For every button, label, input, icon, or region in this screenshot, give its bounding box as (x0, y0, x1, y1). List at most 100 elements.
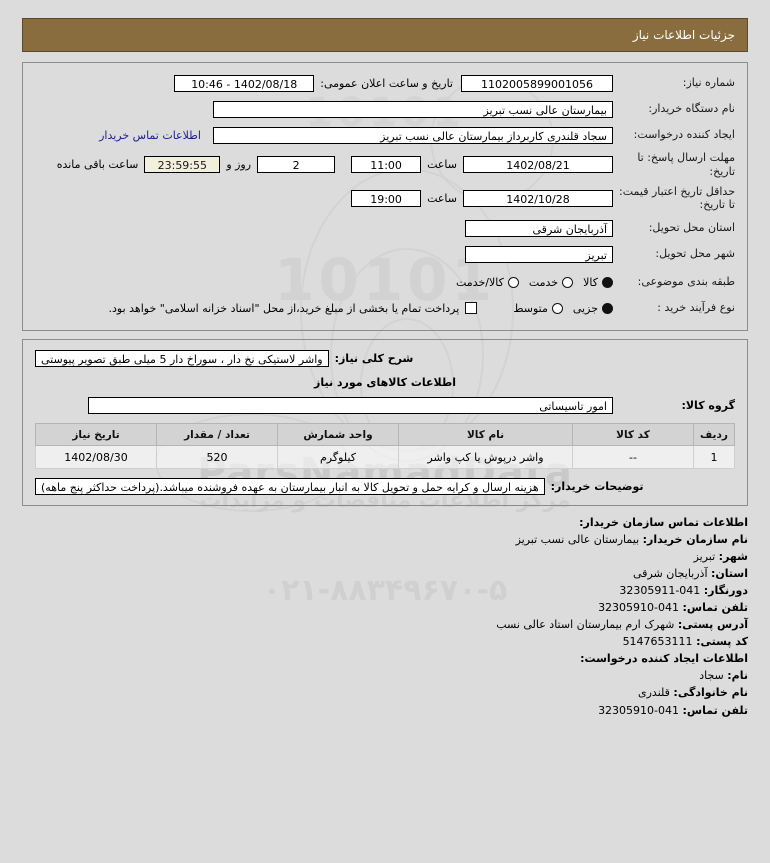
buyer-note-label: توضیحات خریدار: (550, 480, 644, 493)
col-unit: واحد شمارش (277, 423, 399, 446)
row-creator: ایجاد کننده درخواست: سجاد قلندری کاربردا… (35, 125, 735, 145)
radio-icon[interactable] (602, 276, 613, 288)
process-label: نوع فرآیند خرید : (657, 301, 735, 315)
buyer-org-label: نام دستگاه خریدار: (648, 102, 735, 116)
org-name-line: نام سازمان خریدار: بیمارستان عالی نسب تب… (22, 531, 748, 548)
row-buyer-org: نام دستگاه خریدار: بیمارستان عالی نسب تب… (35, 99, 735, 119)
page-root: جزئیات اطلاعات نیاز شماره نیاز: 11020058… (0, 18, 770, 719)
min-validity-date-field[interactable]: 1402/10/28 (463, 189, 613, 207)
public-announce-label: تاریخ و ساعت اعلان عمومی: (320, 76, 453, 90)
radio-icon[interactable] (551, 302, 563, 314)
row-min-validity: حداقل تاریخ اعتبار قیمت: تا تاریخ: 1402/… (35, 185, 735, 213)
city-label: شهر محل تحویل: (655, 247, 735, 261)
row-buyer-note: توضیحات خریدار: هزینه ارسال و کرایه حمل … (35, 478, 735, 495)
creator-label: ایجاد کننده درخواست: (633, 128, 735, 142)
city-value: تبریز (693, 550, 716, 564)
page-title: جزئیات اطلاعات نیاز (632, 28, 735, 42)
city-line: شهر: تبریز (22, 548, 748, 565)
org-name-value: بیمارستان عالی نسب تبریز (515, 533, 640, 547)
row-need-number: شماره نیاز: 1102005899001056 تاریخ و ساع… (35, 73, 735, 93)
process-option-jozei[interactable]: جزیی (563, 302, 613, 315)
first-name-value: سجاد (699, 669, 724, 683)
row-process-type: نوع فرآیند خرید : جزیی متوسط پرداخت تمام… (35, 298, 735, 318)
deadline-time-field[interactable]: 11:00 (351, 156, 422, 174)
process-option-label: جزیی (572, 301, 598, 315)
hours-remaining-label: ساعت باقی مانده (56, 158, 139, 172)
cell-radif: 1 (693, 445, 735, 469)
category-option-label: کالا (583, 275, 598, 289)
page-header: جزئیات اطلاعات نیاز (22, 18, 748, 52)
creator-field[interactable]: سجاد قلندری کاربرداز بیمارستان عالی نسب … (213, 126, 613, 144)
row-goods-group: گروه کالا: امور تاسیساتی (35, 397, 735, 414)
min-validity-time-field[interactable]: 19:00 (351, 189, 422, 207)
col-date: تاریخ نیاز (35, 423, 157, 446)
row-province: استان محل تحویل: آذربایجان شرقی (35, 218, 735, 238)
creator-contact-title: اطلاعات ایجاد کننده درخواست: (580, 652, 748, 666)
cell-unit: کیلوگرم (277, 445, 399, 469)
deadline-label: مهلت ارسال پاسخ: تا تاریخ: (637, 151, 735, 178)
table-header-row: ردیف کد کالا نام کالا واحد شمارش تعداد /… (35, 423, 735, 446)
table-row: 1 -- واشر درپوش یا کپ واشر کیلوگرم 520 1… (35, 445, 735, 469)
category-option-label: خدمت (528, 275, 559, 289)
cell-code: -- (572, 445, 694, 469)
last-name-key: نام خانوادگی: (673, 686, 748, 700)
need-number-field[interactable]: 1102005899001056 (461, 74, 613, 92)
min-validity-hour-label: ساعت (427, 191, 457, 205)
col-code: کد کالا (572, 423, 694, 446)
last-name-value: قلندری (638, 686, 670, 700)
buyer-org-field[interactable]: بیمارستان عالی نسب تبریز (213, 100, 613, 118)
radio-icon[interactable] (507, 276, 519, 288)
need-description-field[interactable]: واشر لاستیکی نخ دار ، سوراخ دار 5 میلی ط… (35, 350, 329, 367)
treasury-note-text: پرداخت تمام یا بخشی از مبلغ خرید،از محل … (108, 301, 460, 315)
first-name-key: نام: (727, 669, 748, 683)
postal-value: 5147653111 (622, 635, 693, 649)
address-value: شهرک ارم بیمارستان استاد عالی نسب (496, 618, 675, 632)
category-option-kala-khedmat[interactable]: کالا/خدمت (446, 276, 519, 289)
province-value: آذربایجان شرقی (633, 567, 708, 581)
province-line: استان: آذربایجان شرقی (22, 565, 748, 582)
goods-table: ردیف کد کالا نام کالا واحد شمارش تعداد /… (35, 423, 735, 469)
phone-line: تلفن تماس: 32305910-041 (22, 599, 748, 616)
city-key: شهر: (718, 550, 748, 564)
need-number-label: شماره نیاز: (682, 76, 735, 90)
phone-value: 32305910-041 (598, 601, 680, 615)
row-category: طبقه بندی موضوعی: کالا خدمت کالا/خدمت (35, 272, 735, 292)
col-name: نام کالا (398, 423, 573, 446)
category-label: طبقه بندی موضوعی: (637, 275, 735, 289)
province-key: استان: (711, 567, 748, 581)
treasury-checkbox[interactable] (465, 302, 478, 314)
first-name-line: نام: سجاد (22, 667, 748, 684)
buyer-note-field[interactable]: هزینه ارسال و کرایه حمل و تحویل کالا به … (35, 478, 545, 495)
deadline-date-field[interactable]: 1402/08/21 (463, 156, 613, 174)
goods-group-field[interactable]: امور تاسیساتی (88, 397, 613, 414)
need-info-panel: شماره نیاز: 1102005899001056 تاریخ و ساع… (22, 62, 748, 331)
process-option-motavaset[interactable]: متوسط (503, 302, 563, 315)
province-label: استان محل تحویل: (648, 221, 735, 235)
phone-key: تلفن تماس: (682, 601, 748, 615)
buyer-contact-link[interactable]: اطلاعات تماس خریدار (99, 128, 201, 142)
creator-phone-value: 32305910-041 (598, 703, 680, 717)
fax-key: دورنگار: (703, 584, 748, 598)
radio-icon[interactable] (602, 302, 613, 314)
radio-icon[interactable] (562, 276, 574, 288)
address-key: آدرس پستی: (677, 618, 748, 632)
org-contact-title: اطلاعات تماس سازمان خریدار: (579, 516, 748, 529)
need-description-label: شرح کلی نیاز: (334, 352, 414, 365)
org-name-key: نام سازمان خریدار: (642, 533, 748, 547)
cell-qty: 520 (156, 445, 278, 469)
last-name-line: نام خانوادگی: قلندری (22, 684, 748, 701)
category-option-khedmat[interactable]: خدمت (519, 275, 574, 289)
row-need-description: شرح کلی نیاز: واشر لاستیکی نخ دار ، سورا… (35, 350, 735, 367)
creator-phone-line: تلفن تماس: 32305910-041 (22, 702, 748, 719)
goods-section-title: اطلاعات کالاهای مورد نیاز (314, 376, 456, 389)
creator-phone-key: تلفن تماس: (682, 703, 748, 717)
city-field[interactable]: تبریز (465, 245, 613, 263)
province-field[interactable]: آذربایجان شرقی (465, 219, 613, 237)
row-city: شهر محل تحویل: تبریز (35, 244, 735, 264)
fax-line: دورنگار: 32305911-041 (22, 582, 748, 599)
min-validity-label: حداقل تاریخ اعتبار قیمت: تا تاریخ: (619, 184, 735, 212)
public-announce-field[interactable]: 1402/08/18 - 10:46 (174, 74, 315, 92)
postal-line: کد پستی: 5147653111 (22, 633, 748, 650)
contact-info-block: اطلاعات تماس سازمان خریدار: نام سازمان خ… (22, 514, 748, 719)
category-option-kala[interactable]: کالا (573, 276, 613, 289)
